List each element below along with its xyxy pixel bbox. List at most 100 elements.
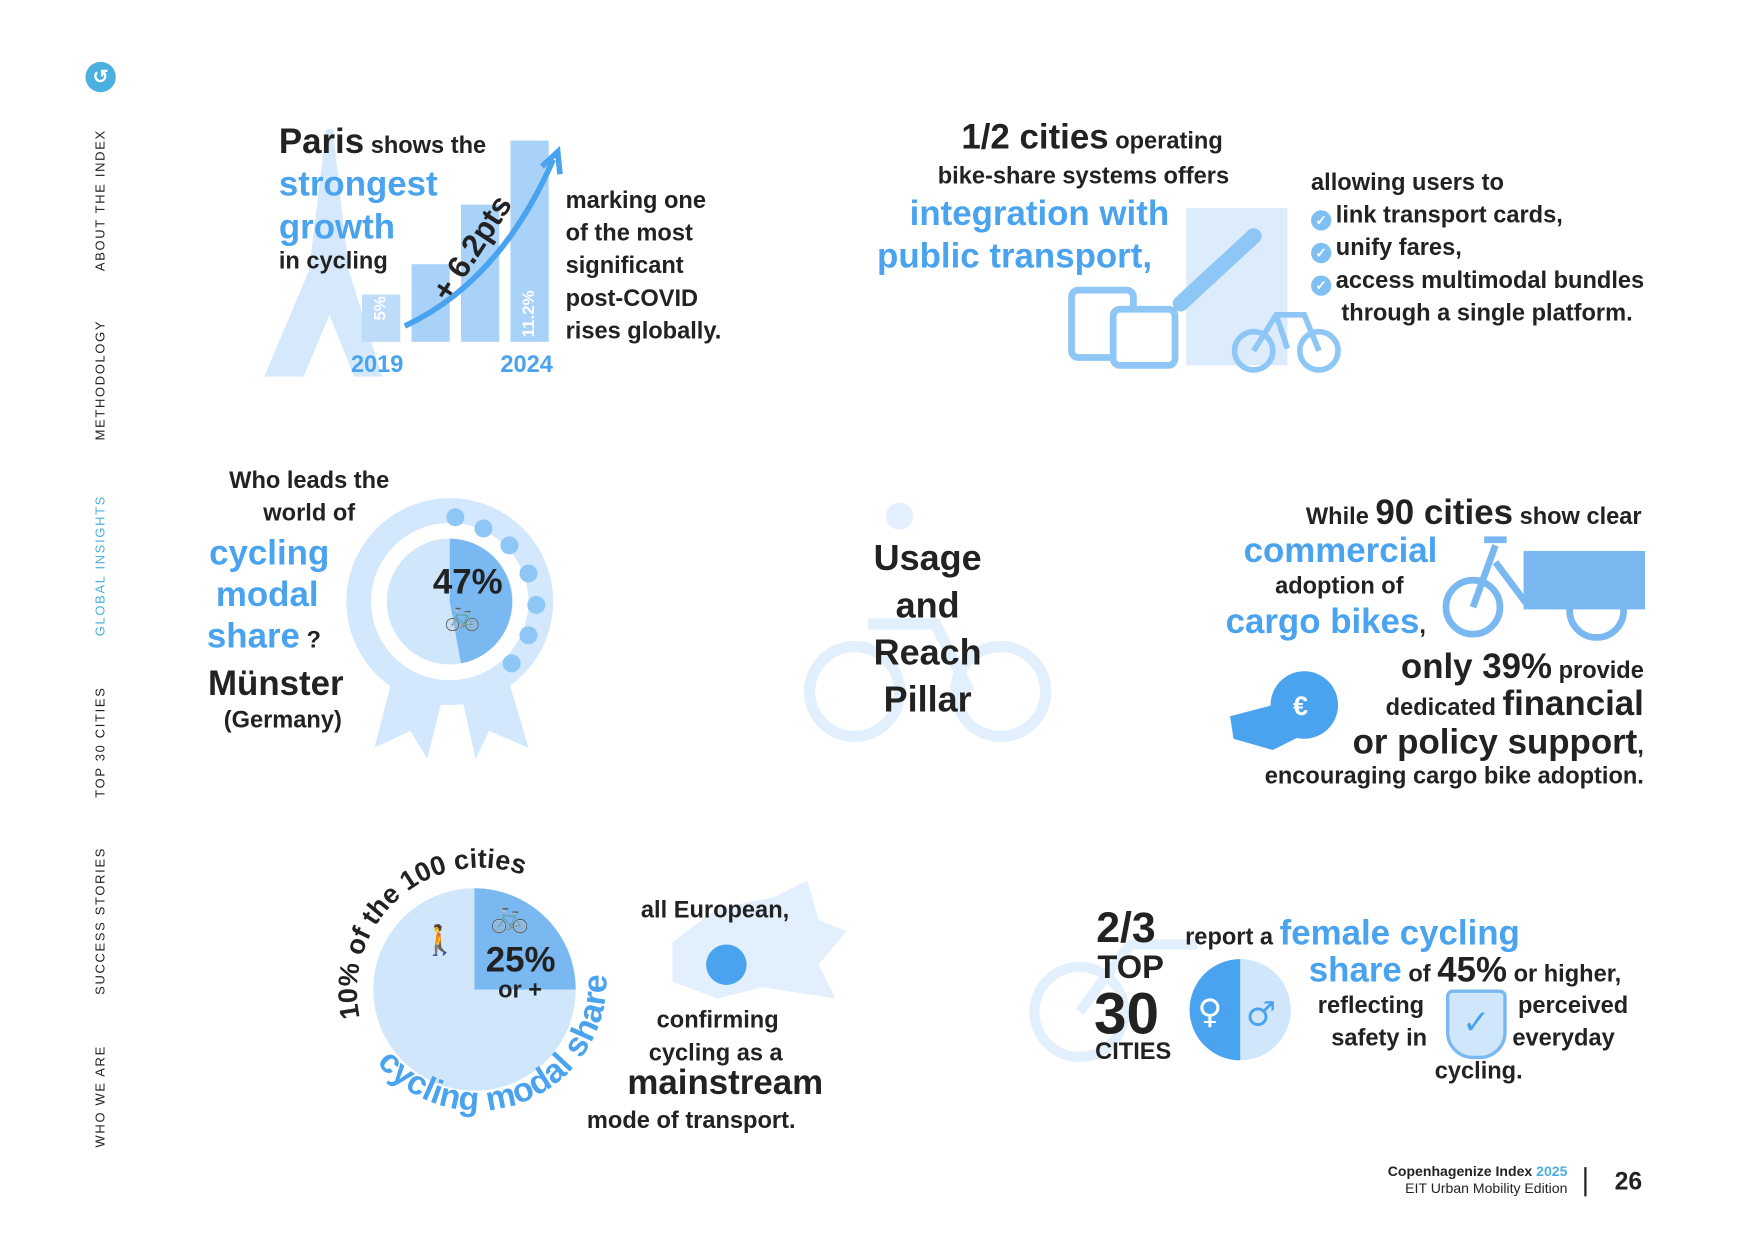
paris-growth-graphic bbox=[264, 129, 563, 377]
svg-text:€: € bbox=[1293, 691, 1308, 721]
provide-text: provide bbox=[1552, 657, 1644, 684]
award-rosette-graphic bbox=[346, 498, 554, 759]
europe-map-icon bbox=[672, 880, 847, 999]
everyday: everyday bbox=[1512, 1025, 1615, 1052]
back-button[interactable]: ↺ bbox=[85, 61, 116, 93]
in-cycling-label: in cycling bbox=[278, 248, 388, 275]
integration-label: integration with bbox=[909, 193, 1170, 233]
intro: allowing users to bbox=[1311, 169, 1504, 196]
paris-description: marking one of the most significant post-CO… bbox=[566, 184, 722, 347]
cycling-as-a: cycling as a bbox=[648, 1040, 783, 1066]
sidebar-item-success[interactable]: SUCCESS STORIES bbox=[94, 846, 108, 995]
share-label: share bbox=[1308, 950, 1402, 990]
all-european: all European, bbox=[640, 897, 790, 924]
comma: , bbox=[1419, 612, 1426, 639]
thirty-label: 30 bbox=[1094, 981, 1160, 1047]
benefit: access multimodal bundles bbox=[1335, 267, 1645, 294]
cargo-bikes-label: cargo bikes bbox=[1225, 601, 1420, 641]
top-label: TOP bbox=[1097, 950, 1164, 987]
sidebar-item-top30[interactable]: TOP 30 CITIES bbox=[94, 686, 108, 798]
brand-year: 2025 bbox=[1536, 1163, 1568, 1180]
pie-female bbox=[1189, 959, 1241, 1061]
benefit: link transport cards, bbox=[1335, 202, 1563, 229]
pedestrian-icon: 🚶 bbox=[422, 923, 458, 957]
mode-of-transport: mode of transport. bbox=[586, 1107, 796, 1134]
bar-2019-value: 5% bbox=[371, 296, 391, 321]
check-icon: ✓ bbox=[1311, 275, 1332, 296]
tail: through a single platform. bbox=[1341, 300, 1633, 327]
train-icon bbox=[1109, 305, 1179, 369]
year-2024: 2024 bbox=[500, 351, 553, 378]
two-thirds: 2/3 bbox=[1096, 905, 1156, 953]
mainstream-label: mainstream bbox=[627, 1062, 824, 1102]
report-text: report a bbox=[1185, 924, 1280, 951]
sidebar-item-who[interactable]: WHO WE ARE bbox=[94, 1045, 108, 1148]
policy-support-label: or policy support bbox=[1352, 721, 1638, 762]
sidebar-item-methodology[interactable]: METHODOLOGY bbox=[94, 319, 108, 441]
cargo-bike-icon bbox=[1442, 536, 1645, 641]
europe-or-plus: or + bbox=[498, 977, 543, 1003]
bar-2024 bbox=[510, 140, 549, 342]
cargo-90-cities: 90 cities bbox=[1375, 492, 1514, 532]
cycling-text: cycling. bbox=[1434, 1058, 1523, 1084]
safety-in: safety in bbox=[1331, 1025, 1428, 1052]
female-share-graphic: ♀ ♂ bbox=[1029, 939, 1291, 1062]
pie-25 bbox=[474, 888, 576, 990]
sidebar-item-about[interactable]: ABOUT THE INDEX bbox=[94, 129, 108, 272]
comma: , bbox=[1637, 733, 1644, 759]
dedicated-text: dedicated bbox=[1385, 694, 1503, 721]
cities-label: CITIES bbox=[1095, 1038, 1172, 1065]
year-2019: 2019 bbox=[350, 351, 404, 378]
cargo-show: show clear bbox=[1513, 503, 1642, 530]
paris-text: shows the bbox=[364, 132, 487, 159]
commercial-label: commercial bbox=[1243, 530, 1438, 571]
pct-45: 45% bbox=[1437, 950, 1508, 990]
footer-divider bbox=[1584, 1167, 1587, 1197]
shield-check-icon: ✓ bbox=[1445, 989, 1507, 1060]
footer-brand: Copenhagenize Index 2025 EIT Urban Mobil… bbox=[1388, 1164, 1568, 1198]
line: Pillar bbox=[883, 679, 972, 720]
line: significant bbox=[565, 252, 684, 279]
male-symbol-icon: ♂ bbox=[1246, 994, 1276, 1033]
line: Who leads the bbox=[229, 467, 390, 494]
eiffel-tower-icon bbox=[264, 129, 383, 377]
question-mark: ? bbox=[299, 627, 321, 654]
sidebar-item-global-insights[interactable]: GLOBAL INSIGHTS bbox=[94, 494, 108, 637]
benefit: unify fares, bbox=[1335, 234, 1462, 261]
bar-2019 bbox=[362, 294, 401, 342]
bicycle-icon: 🚲 bbox=[490, 898, 530, 934]
undo-arrow-icon: ↺ bbox=[92, 66, 109, 88]
cyclist-background-icon bbox=[803, 502, 1052, 743]
munster-bicycle-icon: 🚲 bbox=[444, 598, 481, 632]
link-icon bbox=[1172, 228, 1262, 312]
or-higher: or higher, bbox=[1507, 961, 1622, 988]
share-label: share bbox=[206, 616, 300, 656]
munster-pct: 47% bbox=[432, 562, 503, 602]
line: Usage bbox=[873, 537, 982, 578]
confirming: confirming bbox=[656, 1007, 779, 1034]
encouraging-text: encouraging cargo bike adoption. bbox=[1264, 763, 1644, 790]
of-text: of bbox=[1401, 961, 1438, 988]
half-cities: 1/2 cities bbox=[961, 116, 1109, 157]
money-hand-icon: € bbox=[1230, 671, 1339, 750]
munster-question: Who leads the world of bbox=[214, 464, 405, 529]
benefit-item: ✓ access multimodal bundles bbox=[1311, 264, 1644, 297]
benefit-item: ✓ unify fares, bbox=[1311, 232, 1644, 265]
perceived: perceived bbox=[1517, 992, 1629, 1019]
growth-arrow bbox=[403, 158, 556, 329]
bar-2024-value: 11.2% bbox=[519, 290, 539, 338]
line: post-COVID bbox=[565, 285, 699, 312]
line: world of bbox=[263, 500, 356, 527]
cyclists-icon bbox=[446, 508, 546, 673]
pillar-title: Usage and Reach Pillar bbox=[832, 534, 1023, 723]
bikeshare-text: bike-share systems offers bbox=[937, 163, 1230, 189]
financial-label: financial bbox=[1502, 683, 1644, 723]
cycling-label: cycling bbox=[209, 532, 330, 573]
edition: EIT Urban Mobility Edition bbox=[1405, 1180, 1568, 1197]
page-number: 26 bbox=[1614, 1167, 1643, 1196]
line: Reach bbox=[873, 631, 982, 673]
line: and bbox=[895, 584, 960, 626]
transport-integration-graphic bbox=[1068, 208, 1341, 373]
strongest-label: strongest bbox=[278, 164, 438, 204]
reflecting: reflecting bbox=[1317, 992, 1425, 1019]
